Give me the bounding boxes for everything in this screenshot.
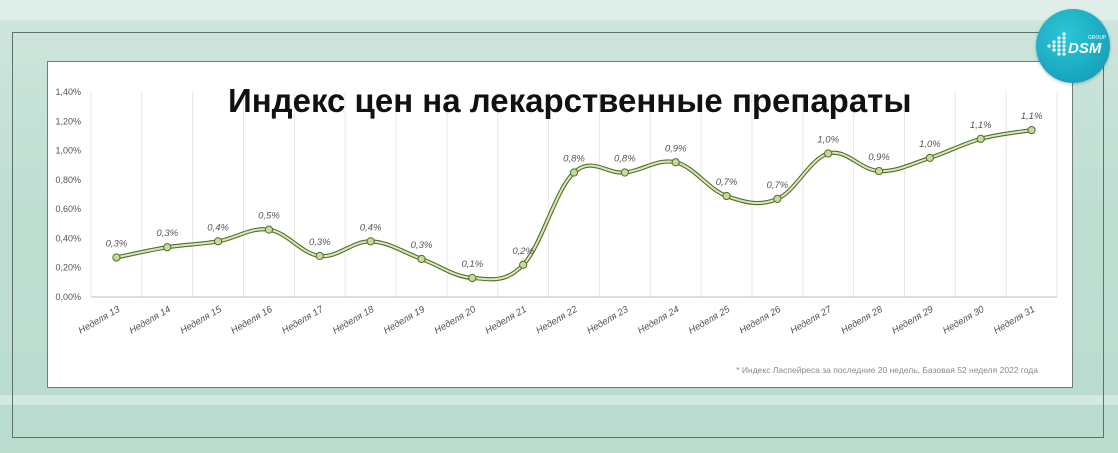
x-axis: Неделя 13 Неделя 14 Неделя 15 Неделя 16 Неде… — [77, 304, 1037, 337]
data-point — [468, 273, 477, 283]
x-tick-label: Неделя 21 — [483, 304, 528, 336]
data-label: 0,3% — [309, 237, 331, 248]
data-point — [112, 253, 121, 262]
data-point — [925, 153, 934, 162]
footnote: * Индекс Ласпейреса за последние 20 неде… — [736, 365, 1038, 375]
data-label: 0,3% — [156, 228, 178, 239]
data-point — [722, 191, 731, 201]
y-tick-label: 0,00% — [55, 292, 81, 302]
y-tick-label: 1,40% — [55, 87, 81, 97]
x-tick-label: Неделя 18 — [331, 304, 377, 337]
chart-panel — [47, 61, 1073, 388]
x-tick-label: Неделя 19 — [382, 304, 428, 337]
data-point — [976, 134, 985, 143]
x-tick-label: Неделя 16 — [229, 304, 275, 337]
data-label: 0,9% — [868, 152, 890, 163]
data-label: 1,1% — [1021, 111, 1043, 122]
x-tick-label: Неделя 30 — [941, 304, 987, 337]
data-labels: 0,3% 0,3% 0,4% 0,5% 0,3% 0,4% 0,3% 0,1% 0,2% 0,8%… — [106, 111, 1043, 270]
y-tick-label: 1,00% — [55, 146, 81, 156]
y-tick-label: 1,20% — [55, 116, 81, 126]
data-point — [1027, 125, 1036, 135]
data-point — [671, 158, 680, 167]
outer-frame — [12, 32, 1104, 438]
x-tick-label: Неделя 26 — [738, 304, 784, 337]
logo-small-text: GROUP — [1088, 35, 1107, 41]
data-label: 1,1% — [970, 120, 992, 131]
x-tick-label: Неделя 25 — [687, 304, 733, 337]
data-label: 0,8% — [614, 154, 636, 165]
data-label: 0,3% — [106, 238, 128, 249]
data-point — [824, 149, 833, 158]
data-point — [366, 237, 375, 246]
data-label: 0,2% — [512, 246, 534, 257]
data-label: 0,5% — [258, 211, 280, 222]
data-point — [569, 168, 579, 177]
x-tick-label: Неделя 20 — [433, 304, 479, 337]
x-tick-label: Неделя 13 — [77, 304, 123, 337]
data-point — [264, 225, 274, 234]
x-tick-label: Неделя 28 — [839, 304, 885, 337]
data-label: 0,4% — [207, 222, 229, 233]
data-label: 0,9% — [665, 143, 687, 154]
x-tick-label: Неделя 27 — [788, 304, 834, 337]
data-label: 0,3% — [411, 240, 433, 251]
x-tick-label: Неделя 24 — [636, 304, 681, 336]
x-tick-label: Неделя 29 — [890, 304, 936, 337]
data-label: 1,0% — [919, 139, 941, 150]
data-label: 1,0% — [817, 135, 839, 146]
series-line-outline — [114, 127, 1034, 282]
y-axis: 0,00% 0,20% 0,40% 0,60% 0,80% 1,00% 1,20% 1,40% — [55, 87, 81, 302]
data-point — [315, 251, 324, 261]
x-tick-label: Неделя 23 — [585, 304, 631, 337]
y-tick-label: 0,20% — [55, 263, 81, 273]
data-point — [620, 168, 629, 177]
x-tick-label: Неделя 15 — [178, 304, 224, 337]
y-tick-label: 0,40% — [55, 233, 81, 243]
dsm-logo-icon: DSM GROUP — [1036, 9, 1110, 83]
background-shelf — [0, 0, 1118, 20]
data-point — [874, 166, 884, 176]
data-point — [519, 260, 528, 269]
chart-title: Индекс цен на лекарственные препараты — [228, 82, 912, 119]
background-shelf — [0, 395, 1118, 405]
x-tick-label: Неделя 14 — [128, 304, 173, 336]
data-point — [214, 237, 223, 246]
logo-text: DSM — [1068, 40, 1102, 57]
series-price-index — [112, 125, 1036, 283]
data-label: 0,1% — [461, 259, 483, 270]
data-point — [417, 254, 426, 264]
x-tick-label: Неделя 22 — [534, 304, 580, 337]
data-point — [163, 243, 172, 252]
data-label: 0,4% — [360, 222, 382, 233]
data-point — [773, 194, 782, 203]
data-label: 0,7% — [716, 177, 738, 188]
y-tick-label: 0,80% — [55, 175, 81, 185]
series-line — [115, 129, 1033, 281]
x-tick-label: Неделя 17 — [280, 304, 326, 337]
chart-grid — [90, 92, 1058, 298]
data-label: 0,8% — [563, 154, 585, 165]
data-label: 0,7% — [767, 180, 789, 191]
y-tick-label: 0,60% — [55, 204, 81, 214]
x-tick-label: Неделя 31 — [992, 304, 1037, 336]
